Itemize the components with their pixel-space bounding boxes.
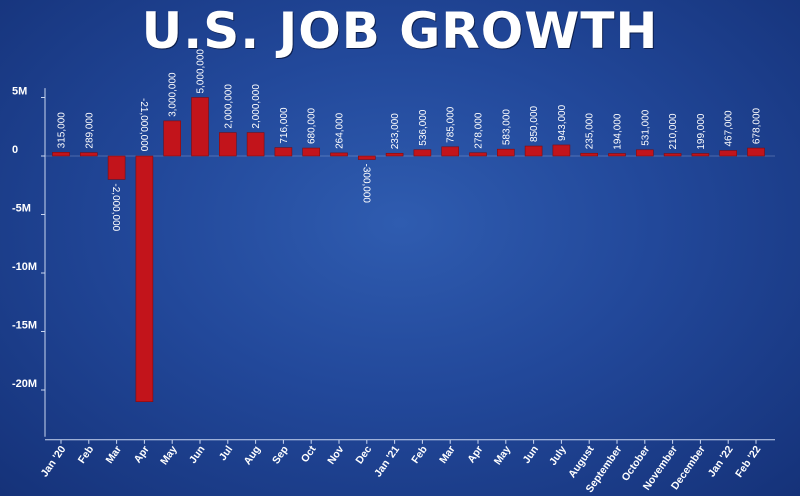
data-label: -21,000,000 (138, 98, 149, 152)
bar (719, 150, 738, 157)
x-tick-label: Apr (465, 444, 485, 466)
data-label: 3,000,000 (168, 72, 179, 117)
y-tick-label: -10M (12, 261, 37, 273)
x-tick-label: Aug (242, 444, 264, 468)
x-tick-label: Jan '20 (38, 444, 68, 480)
bar (413, 149, 432, 157)
bar (580, 152, 599, 157)
y-tick-label: -20M (12, 378, 37, 390)
x-tick-label: Feb (76, 444, 97, 466)
data-label: 536,000 (418, 109, 429, 146)
bar (191, 97, 209, 157)
x-tick-label: May (492, 444, 514, 468)
bar (663, 153, 682, 157)
bar (552, 144, 571, 157)
data-label: 850,000 (529, 105, 540, 142)
data-label: 199,000 (696, 113, 707, 150)
data-label: 278,000 (474, 112, 485, 149)
bar (219, 132, 237, 157)
bar (330, 152, 348, 157)
data-label: 264,000 (335, 112, 346, 149)
x-tick-label: Feb '22 (733, 444, 763, 480)
data-label: 210,000 (668, 113, 679, 150)
y-axis-ticks: 5M 0 -5M -10M -15M -20M (12, 86, 45, 391)
x-tick-label: Jun (521, 444, 542, 466)
x-tick-label: Mar (437, 444, 458, 466)
bar (135, 155, 154, 402)
bars (52, 97, 765, 402)
bar (441, 146, 460, 157)
data-label: 2,000,000 (223, 84, 234, 129)
data-label: 467,000 (724, 110, 735, 147)
x-tick-label: July (547, 444, 569, 468)
bar (496, 148, 515, 157)
data-label: 289,000 (84, 112, 95, 149)
x-tick-label: Feb (409, 444, 430, 466)
bar (107, 155, 126, 180)
data-label: 943,000 (557, 104, 568, 141)
data-labels: 315,000 289,000 -2,000,000 -21,000,000 3,000… (57, 49, 763, 232)
data-label: -2,000,000 (110, 183, 121, 231)
bar (469, 152, 487, 157)
bar (524, 145, 543, 157)
bar (246, 132, 265, 157)
x-tick-label: Dec (353, 444, 374, 467)
data-label: 716,000 (279, 107, 290, 144)
bar (163, 120, 181, 157)
x-tick-label: Apr (132, 444, 152, 466)
x-tick-label: Sep (270, 444, 291, 467)
data-label: 2,000,000 (251, 84, 262, 129)
data-label: 315,000 (57, 112, 68, 149)
data-label: -300,000 (360, 164, 371, 204)
bar (274, 147, 293, 157)
bar (635, 149, 654, 157)
bar (747, 147, 765, 157)
y-tick-label: 0 (12, 144, 18, 156)
x-tick-label: Jun (187, 444, 208, 466)
data-label: 235,000 (585, 113, 596, 150)
x-tick-label: Jan '22 (706, 444, 736, 480)
data-label: 583,000 (501, 109, 512, 146)
bar (691, 153, 710, 157)
data-label: 678,000 (752, 107, 763, 144)
data-label: 531,000 (640, 109, 651, 146)
y-tick-label: -15M (12, 320, 37, 332)
y-tick-label: 5M (12, 86, 27, 98)
x-tick-label: Oct (299, 443, 319, 465)
axes (44, 88, 775, 441)
data-label: 680,000 (307, 107, 318, 144)
bar (302, 147, 321, 157)
x-axis-ticks: Jan '20 Feb Mar Apr May Jun Jul Aug Sep Oct Nov Dec… (38, 439, 764, 495)
y-tick-label: -5M (12, 203, 31, 215)
bar (357, 155, 376, 160)
bar (385, 152, 404, 157)
x-tick-label: Mar (104, 444, 125, 466)
data-label: 233,000 (390, 113, 401, 150)
data-label: 194,000 (613, 113, 624, 150)
chart-title: U.S. JOB GROWTH (141, 2, 659, 60)
x-tick-label: Jul (217, 444, 236, 463)
data-label: 785,000 (446, 106, 457, 143)
x-tick-label: Jan '21 (372, 444, 402, 480)
bar (52, 152, 70, 157)
x-tick-label: Nov (325, 444, 346, 467)
data-label: 5,000,000 (196, 49, 207, 94)
bar (80, 152, 98, 157)
bar (608, 153, 626, 157)
x-tick-label: May (158, 444, 180, 468)
